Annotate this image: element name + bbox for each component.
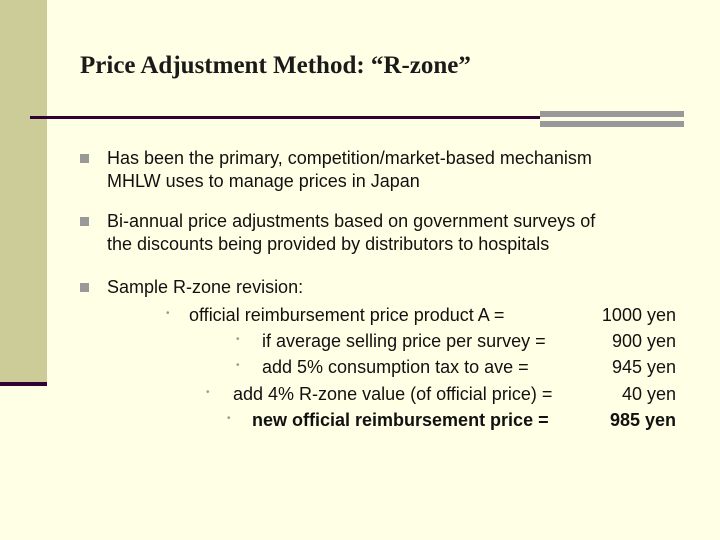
revision-step-value: 1000 yen xyxy=(601,305,676,325)
revision-step-label: official reimbursement price product A = xyxy=(189,305,505,325)
revision-step-value: 945 yen xyxy=(611,357,676,377)
bullet-text-line: the discounts being provided by distribu… xyxy=(107,234,550,254)
bullet-text-line: MHLW uses to manage prices in Japan xyxy=(107,171,420,191)
small-bullet-icon: • xyxy=(227,413,231,424)
small-bullet-icon: • xyxy=(236,334,240,345)
square-bullet-icon xyxy=(80,283,89,292)
revision-step-value: 40 yen xyxy=(621,384,676,404)
title-rule-accent xyxy=(540,111,684,117)
small-bullet-icon: • xyxy=(236,360,240,371)
square-bullet-icon xyxy=(80,154,89,163)
left-accent-bar xyxy=(0,0,47,382)
revision-result-value: 985 yen xyxy=(609,410,676,430)
revision-result-label: new official reimbursement price = xyxy=(252,410,549,430)
revision-step-value: 900 yen xyxy=(611,331,676,351)
revision-step-label: if average selling price per survey = xyxy=(262,331,546,351)
revision-step-label: add 5% consumption tax to ave = xyxy=(262,357,529,377)
slide-title: Price Adjustment Method: “R-zone” xyxy=(80,52,471,79)
small-bullet-icon: • xyxy=(206,387,210,398)
left-accent-underline xyxy=(0,382,47,386)
title-rule-accent-lower xyxy=(540,121,684,127)
bullet-text-line: Bi-annual price adjustments based on gov… xyxy=(107,211,596,231)
bullet-text-line: Has been the primary, competition/market… xyxy=(107,148,592,168)
title-rule xyxy=(30,116,540,119)
square-bullet-icon xyxy=(80,217,89,226)
bullet-text-line: Sample R-zone revision: xyxy=(107,277,304,297)
revision-step-label: add 4% R-zone value (of official price) … xyxy=(233,384,553,404)
small-bullet-icon: • xyxy=(166,308,170,319)
